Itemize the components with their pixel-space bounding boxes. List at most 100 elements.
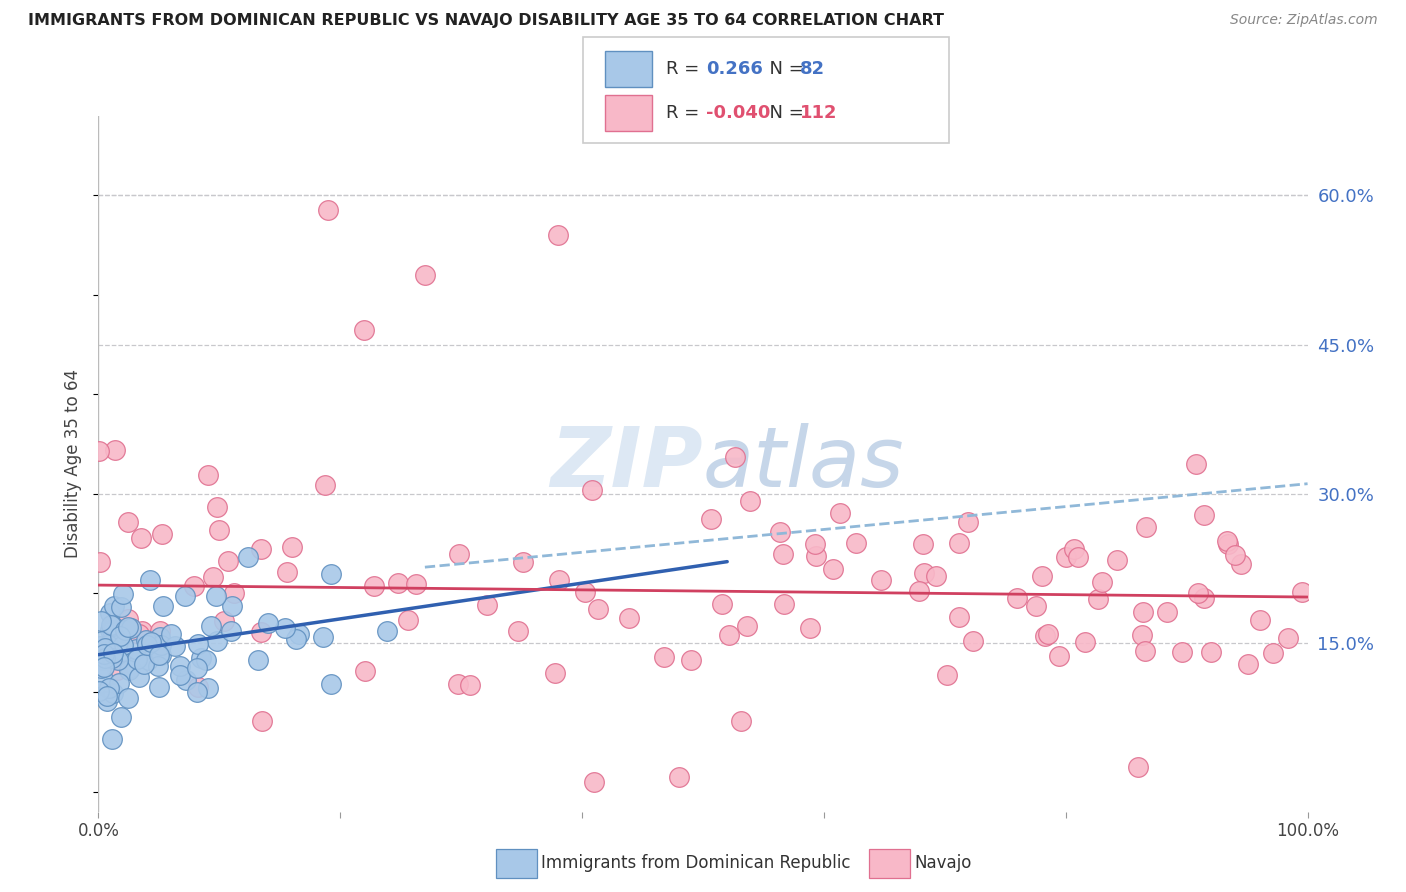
- Point: [375, 624, 398, 638]
- Text: Navajo: Navajo: [914, 855, 972, 872]
- Point: [186, 685, 208, 699]
- Point: [1192, 508, 1215, 522]
- Point: [475, 599, 498, 613]
- Point: [353, 323, 375, 337]
- Point: [103, 619, 125, 633]
- Point: [285, 632, 308, 646]
- Text: Source: ZipAtlas.com: Source: ZipAtlas.com: [1230, 13, 1378, 28]
- Point: [1031, 569, 1053, 583]
- Point: [316, 203, 339, 218]
- Point: [89, 639, 111, 653]
- Point: [547, 228, 569, 243]
- Point: [354, 664, 377, 678]
- Point: [1063, 542, 1085, 557]
- Point: [1194, 591, 1216, 605]
- Point: [321, 567, 343, 582]
- Point: [948, 610, 970, 624]
- Point: [139, 574, 162, 588]
- Point: [1128, 760, 1150, 774]
- Point: [1054, 549, 1077, 564]
- Point: [222, 586, 245, 600]
- Point: [948, 536, 970, 550]
- Point: [90, 661, 112, 675]
- Point: [104, 442, 127, 457]
- Point: [103, 599, 125, 613]
- Point: [870, 573, 893, 587]
- Point: [711, 597, 734, 611]
- Point: [668, 770, 690, 784]
- Point: [89, 444, 111, 458]
- Point: [586, 602, 609, 616]
- Point: [547, 573, 569, 587]
- Point: [174, 589, 197, 603]
- Point: [100, 618, 122, 632]
- Point: [257, 615, 280, 630]
- Text: 112: 112: [800, 104, 838, 122]
- Point: [146, 641, 169, 656]
- Point: [139, 634, 162, 648]
- Point: [543, 666, 565, 681]
- Point: [1187, 585, 1209, 599]
- Point: [652, 650, 675, 665]
- Point: [1291, 585, 1313, 599]
- Point: [1130, 627, 1153, 641]
- Point: [574, 585, 596, 599]
- Point: [1249, 613, 1271, 627]
- Point: [925, 569, 948, 583]
- Point: [287, 627, 309, 641]
- Point: [1025, 599, 1047, 613]
- Point: [108, 676, 131, 690]
- Point: [128, 627, 150, 641]
- Point: [146, 658, 169, 673]
- Point: [136, 653, 159, 667]
- Point: [91, 673, 114, 687]
- Point: [93, 651, 115, 665]
- Point: [1156, 605, 1178, 619]
- Point: [238, 550, 260, 565]
- Point: [1236, 657, 1258, 672]
- Point: [446, 677, 468, 691]
- Point: [1261, 646, 1284, 660]
- Point: [1091, 575, 1114, 590]
- Point: [110, 600, 132, 615]
- Point: [250, 714, 273, 728]
- Point: [396, 613, 419, 627]
- Point: [772, 547, 794, 561]
- Point: [186, 661, 208, 675]
- Point: [363, 579, 385, 593]
- Text: ZIP: ZIP: [550, 424, 703, 504]
- Point: [117, 620, 139, 634]
- Point: [149, 624, 172, 639]
- Point: [149, 639, 172, 653]
- Text: Immigrants from Dominican Republic: Immigrants from Dominican Republic: [541, 855, 851, 872]
- Point: [101, 646, 124, 660]
- Point: [205, 500, 228, 515]
- Point: [101, 651, 124, 665]
- Point: [148, 630, 170, 644]
- Text: 82: 82: [800, 60, 825, 78]
- Point: [204, 589, 226, 603]
- Point: [111, 644, 134, 658]
- Point: [737, 619, 759, 633]
- Point: [148, 680, 170, 694]
- Text: atlas: atlas: [703, 424, 904, 504]
- Y-axis label: Disability Age 35 to 64: Disability Age 35 to 64: [65, 369, 83, 558]
- Point: [131, 624, 153, 638]
- Text: N =: N =: [758, 104, 810, 122]
- Point: [250, 541, 273, 556]
- Point: [1135, 644, 1157, 658]
- Point: [1225, 548, 1247, 562]
- Point: [962, 634, 984, 648]
- Point: [405, 577, 427, 591]
- Point: [120, 621, 142, 635]
- Point: [276, 565, 298, 579]
- Point: [908, 584, 931, 599]
- Text: R =: R =: [666, 60, 706, 78]
- Point: [1277, 631, 1299, 645]
- Point: [217, 554, 239, 568]
- Point: [132, 657, 155, 672]
- Point: [219, 624, 242, 638]
- Point: [97, 681, 120, 695]
- Point: [772, 598, 794, 612]
- Point: [1036, 627, 1059, 641]
